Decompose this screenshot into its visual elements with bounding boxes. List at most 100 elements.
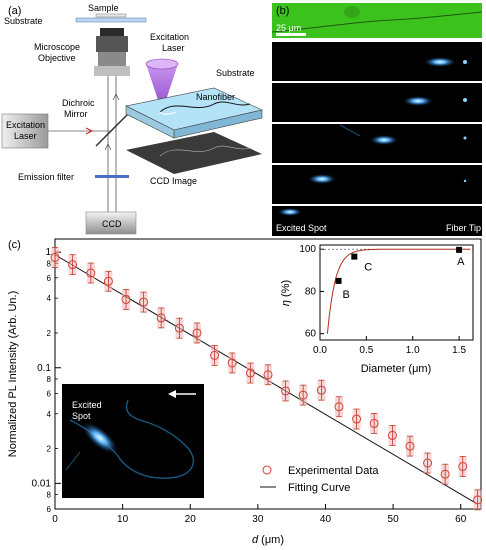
inset-plot-frame xyxy=(319,244,474,341)
spot-5 xyxy=(278,208,302,216)
spot-1 xyxy=(424,57,456,67)
main-x-tick-label: 20 xyxy=(185,514,197,525)
main-y-minor-label: 6 xyxy=(47,274,52,283)
excitation-laser-top-label: Excitation Laser xyxy=(150,32,192,53)
data-point xyxy=(210,344,220,366)
substrate-right-label: Substrate xyxy=(216,68,255,78)
data-point xyxy=(281,380,291,402)
inset-label: Excited Spot xyxy=(72,400,104,421)
nanofiber-line xyxy=(159,101,251,113)
inset-y-tick-label: 60 xyxy=(305,329,317,340)
inset-point-c xyxy=(351,253,358,260)
inset-excited-spot xyxy=(82,422,118,454)
dichroic-mirror xyxy=(95,113,129,147)
dichroic-line-1: Dichroic xyxy=(62,98,95,108)
main-y-minor-label: 6 xyxy=(47,389,52,398)
data-point xyxy=(298,384,308,406)
main-ylabel: Normalized PL Intensity (Arb. Un.) xyxy=(7,291,19,457)
data-point xyxy=(68,254,78,276)
inset-ylabel: η (%) xyxy=(280,280,292,306)
scale-bar xyxy=(276,33,306,36)
data-point xyxy=(156,307,166,329)
main-xlabel-unit: (μm) xyxy=(258,534,284,546)
panel-c-letter: (c) xyxy=(8,239,21,251)
excited-spot-label: Excited Spot xyxy=(276,223,327,233)
panel-a: (a) Sample Substrate Microscope Objectiv… xyxy=(1,3,263,235)
data-point xyxy=(103,270,113,292)
inset-label-line-1: Excited xyxy=(72,400,102,410)
frame-2 xyxy=(272,83,482,122)
main-y-minor-label: 4 xyxy=(47,410,52,419)
inset-y-tick-label: 80 xyxy=(305,286,317,297)
data-point xyxy=(473,489,483,511)
dichroic-label: Dichroic Mirror xyxy=(62,98,97,119)
data-point xyxy=(86,262,96,284)
substrate-top-label: Substrate xyxy=(4,16,43,26)
sample-strip xyxy=(95,13,127,18)
main-x-tick-label: 50 xyxy=(388,514,400,525)
legend-marker xyxy=(262,465,272,475)
data-point xyxy=(50,247,60,268)
main-y-tick-label: 1 xyxy=(45,247,51,258)
frame-bright-fiber xyxy=(271,11,483,33)
ccd-label: CCD xyxy=(102,219,122,229)
ccd-box xyxy=(85,211,137,235)
emission-filter-label: Emission filter xyxy=(18,172,74,182)
sample-label: Sample xyxy=(88,3,119,13)
legend: Experimental Data Fitting Curve xyxy=(260,465,379,494)
main-x-tick-label: 30 xyxy=(252,514,264,525)
inset-series: A B C xyxy=(326,246,471,334)
main-series xyxy=(50,247,483,511)
ccd-image-label: CCD Image xyxy=(150,176,197,186)
legend-item-fit: Fitting Curve xyxy=(288,482,350,494)
inset-x-tick-label: 0.5 xyxy=(359,345,373,356)
data-point xyxy=(121,289,131,310)
scale-bar-label: 25 μm xyxy=(276,23,301,33)
main-axes: 0 10 20 30 40 50 60 1 0.1 0.01 8 6 4 2 8 6 4 2 8 6 xyxy=(32,247,467,525)
data-point xyxy=(227,352,237,374)
main-y-minor-label: 8 xyxy=(47,259,52,268)
legend-item-data: Experimental Data xyxy=(288,465,379,477)
data-point xyxy=(192,322,202,344)
excitation-laser-top-line-1: Excitation xyxy=(150,32,189,42)
main-y-minor-label: 8 xyxy=(47,491,52,500)
inset-x-tick-label: 1.5 xyxy=(452,345,466,356)
frame-4 xyxy=(272,165,482,204)
main-x-tick-label: 10 xyxy=(117,514,129,525)
ccd-image-plane xyxy=(126,132,262,174)
emission-filter xyxy=(95,175,129,178)
inset-x-tick-label: 0.0 xyxy=(313,345,327,356)
spot-3 xyxy=(370,135,398,145)
panel-c: (c) 0 10 20 30 40 50 60 1 0.1 0.01 8 6 4 2 8 6 4 2 8 6 Norm… xyxy=(7,238,483,546)
inset-curve xyxy=(326,248,471,334)
inset-point-label: B xyxy=(343,289,350,301)
frame-5 xyxy=(272,206,482,236)
inset-ylabel-unit: (%) xyxy=(280,280,292,300)
main-y-minor-label: 2 xyxy=(47,445,52,454)
main-xlabel: d (μm) xyxy=(252,534,284,546)
data-point xyxy=(334,396,344,418)
main-y-minor-label: 8 xyxy=(47,375,52,384)
objective-label: Microscope Objective xyxy=(34,42,83,63)
data-point xyxy=(174,317,184,339)
inset-point-b xyxy=(335,277,342,284)
main-x-tick-label: 40 xyxy=(320,514,332,525)
inset-x-tick-label: 1.0 xyxy=(406,345,420,356)
excitation-laser-left-line-1: Excitation xyxy=(6,120,45,130)
main-y-minor-label: 6 xyxy=(47,505,52,514)
efficiency-inset: 0.0 0.5 1.0 1.5 60 80 100 A B C η (%) Diameter (… xyxy=(280,244,474,375)
inset-point-label: A xyxy=(457,256,465,268)
inset-xlabel: Diameter (μm) xyxy=(361,363,432,375)
inset-image: Excited Spot xyxy=(62,384,204,498)
panel-b-letter: (b) xyxy=(276,5,289,17)
excitation-cone xyxy=(145,58,179,112)
main-y-minor-label: 2 xyxy=(47,329,52,338)
data-point xyxy=(440,463,450,485)
spot-2 xyxy=(403,96,433,106)
objective-line-2: Objective xyxy=(38,53,76,63)
fiber-tip-label: Fiber Tip xyxy=(446,223,481,233)
excitation-laser-left-label: Excitation Laser xyxy=(6,120,48,141)
panel-a-letter: (a) xyxy=(8,5,21,17)
inset-ylabel-var: η xyxy=(280,300,292,306)
